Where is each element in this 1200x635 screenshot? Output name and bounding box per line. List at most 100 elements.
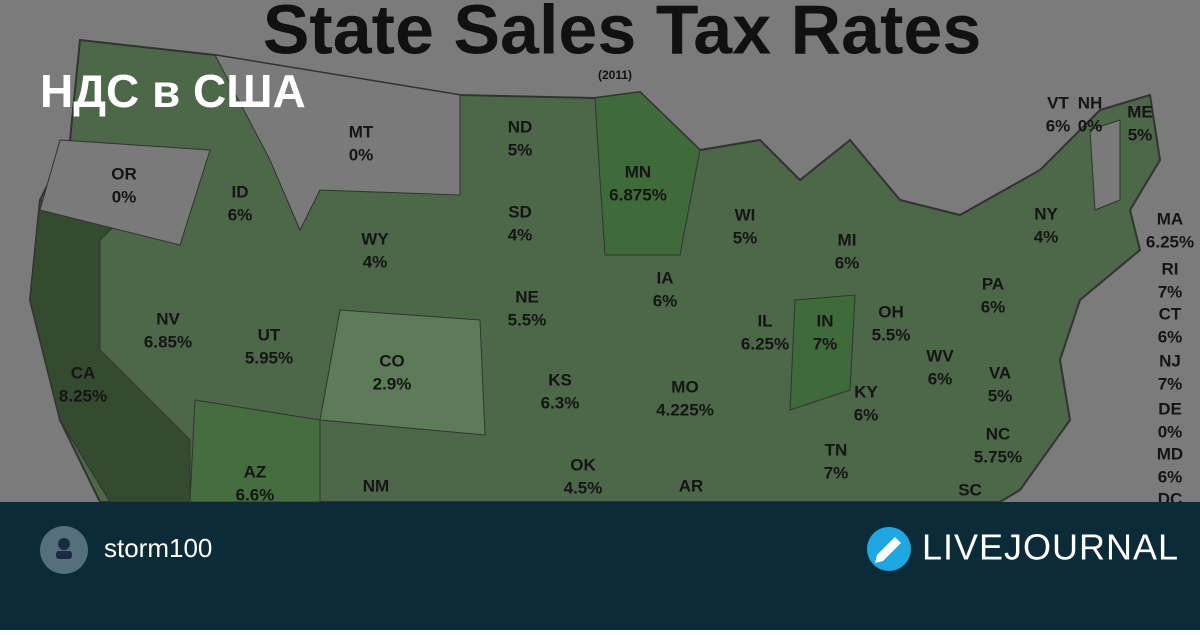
state-rate: 7% bbox=[813, 334, 838, 353]
footer-bar bbox=[0, 502, 1200, 630]
state-code: NY bbox=[1034, 204, 1058, 223]
brand-name[interactable]: LIVEJOURNAL bbox=[922, 527, 1179, 568]
state-rate: 5% bbox=[988, 386, 1013, 405]
state-code: SD bbox=[508, 202, 532, 221]
state-code: MT bbox=[349, 122, 374, 141]
state-code: CT bbox=[1159, 304, 1182, 323]
map-subtitle: (2011) bbox=[598, 68, 632, 82]
state-rate: 7% bbox=[1158, 282, 1183, 301]
region-mt bbox=[214, 54, 461, 232]
state-code: IA bbox=[657, 268, 674, 287]
state-rate: 4% bbox=[508, 225, 533, 244]
state-labels: MT 0% OR 0% ND 5% MN 6.875% ID 6% SD 4% WY 4% WI 5% NY 4%… bbox=[59, 93, 1194, 508]
state-rate: 5.75% bbox=[974, 447, 1022, 466]
state-rate: 7% bbox=[1158, 374, 1183, 393]
brand-logo-pen bbox=[875, 537, 901, 563]
map-title: State Sales Tax Rates bbox=[263, 0, 982, 68]
state-code: ID bbox=[232, 182, 249, 201]
state-code: NC bbox=[986, 424, 1011, 443]
state-rate: 6% bbox=[928, 369, 953, 388]
state-code: MD bbox=[1157, 444, 1183, 463]
avatar-icon-body bbox=[56, 551, 72, 559]
state-rate: 6.85% bbox=[144, 332, 192, 351]
state-rate: 5% bbox=[1128, 125, 1153, 144]
state-code: AR bbox=[679, 476, 704, 495]
state-rate: 6% bbox=[653, 291, 678, 310]
state-code: MO bbox=[671, 377, 698, 396]
state-rate: 4.5% bbox=[564, 478, 603, 497]
state-rate: 5% bbox=[733, 228, 758, 247]
state-rate: 6.6% bbox=[236, 485, 275, 504]
state-code: IN bbox=[817, 311, 834, 330]
state-code: PA bbox=[982, 274, 1004, 293]
state-rate: 7% bbox=[824, 463, 849, 482]
state-rate: 4.225% bbox=[656, 400, 714, 419]
state-rate: 6.25% bbox=[1146, 232, 1194, 251]
state-code: OH bbox=[878, 302, 904, 321]
region-in bbox=[789, 294, 856, 411]
state-rate: 6% bbox=[981, 297, 1006, 316]
state-rate: 0% bbox=[112, 187, 137, 206]
state-code: NM bbox=[363, 476, 389, 495]
state-code: MN bbox=[625, 162, 651, 181]
state-rate: 8.25% bbox=[59, 386, 107, 405]
region-co bbox=[319, 309, 486, 436]
state-rate: 5.5% bbox=[872, 325, 911, 344]
state-rate: 6.3% bbox=[541, 393, 580, 412]
state-code: CO bbox=[379, 351, 405, 370]
state-rate: 6% bbox=[1158, 327, 1183, 346]
region-or bbox=[39, 139, 211, 246]
state-code: DE bbox=[1158, 399, 1182, 418]
state-code: IL bbox=[757, 311, 772, 330]
region-ca bbox=[29, 199, 191, 502]
state-code: CA bbox=[71, 363, 96, 382]
state-code: VT bbox=[1047, 93, 1069, 112]
state-rate: 5% bbox=[508, 140, 533, 159]
state-rate: 6.25% bbox=[741, 334, 789, 353]
state-code: OR bbox=[111, 164, 137, 183]
state-rate: 4% bbox=[1034, 227, 1059, 246]
state-code: NJ bbox=[1159, 351, 1181, 370]
state-code: WY bbox=[361, 229, 389, 248]
state-code: NH bbox=[1078, 93, 1103, 112]
state-code: RI bbox=[1162, 259, 1179, 278]
region-mn bbox=[594, 91, 701, 256]
state-rate: 6% bbox=[854, 405, 879, 424]
state-code: KY bbox=[854, 382, 878, 401]
state-rate: 0% bbox=[1158, 422, 1183, 441]
state-rate: 4% bbox=[363, 252, 388, 271]
state-rate: 0% bbox=[349, 145, 374, 164]
state-code: MI bbox=[838, 230, 857, 249]
region-az bbox=[189, 399, 321, 502]
state-code: UT bbox=[258, 325, 281, 344]
state-code: NE bbox=[515, 287, 539, 306]
state-code: WI bbox=[735, 205, 756, 224]
state-rate: 5.95% bbox=[245, 348, 293, 367]
state-rate: 6% bbox=[1158, 467, 1183, 486]
state-code: AZ bbox=[244, 462, 267, 481]
state-code: VA bbox=[989, 363, 1011, 382]
state-rate: 2.9% bbox=[373, 374, 412, 393]
avatar-icon bbox=[58, 538, 70, 550]
state-code: ND bbox=[508, 117, 533, 136]
headline: НДС в США bbox=[40, 65, 306, 117]
map-image bbox=[0, 0, 1200, 502]
state-code: MA bbox=[1157, 209, 1183, 228]
state-rate: 6.875% bbox=[609, 185, 667, 204]
state-code: NV bbox=[156, 309, 180, 328]
state-code: SC bbox=[958, 480, 982, 499]
state-rate: 6% bbox=[228, 205, 253, 224]
state-rate: 0% bbox=[1078, 116, 1103, 135]
state-code: OK bbox=[570, 455, 596, 474]
username[interactable]: storm100 bbox=[104, 533, 212, 563]
state-rate: 6% bbox=[1046, 116, 1071, 135]
state-code: KS bbox=[548, 370, 572, 389]
state-rate: 6% bbox=[835, 253, 860, 272]
region-nh bbox=[1089, 119, 1121, 211]
state-code: TN bbox=[825, 440, 848, 459]
state-code: WV bbox=[926, 346, 954, 365]
state-code: ME bbox=[1127, 102, 1153, 121]
state-rate: 5.5% bbox=[508, 310, 547, 329]
